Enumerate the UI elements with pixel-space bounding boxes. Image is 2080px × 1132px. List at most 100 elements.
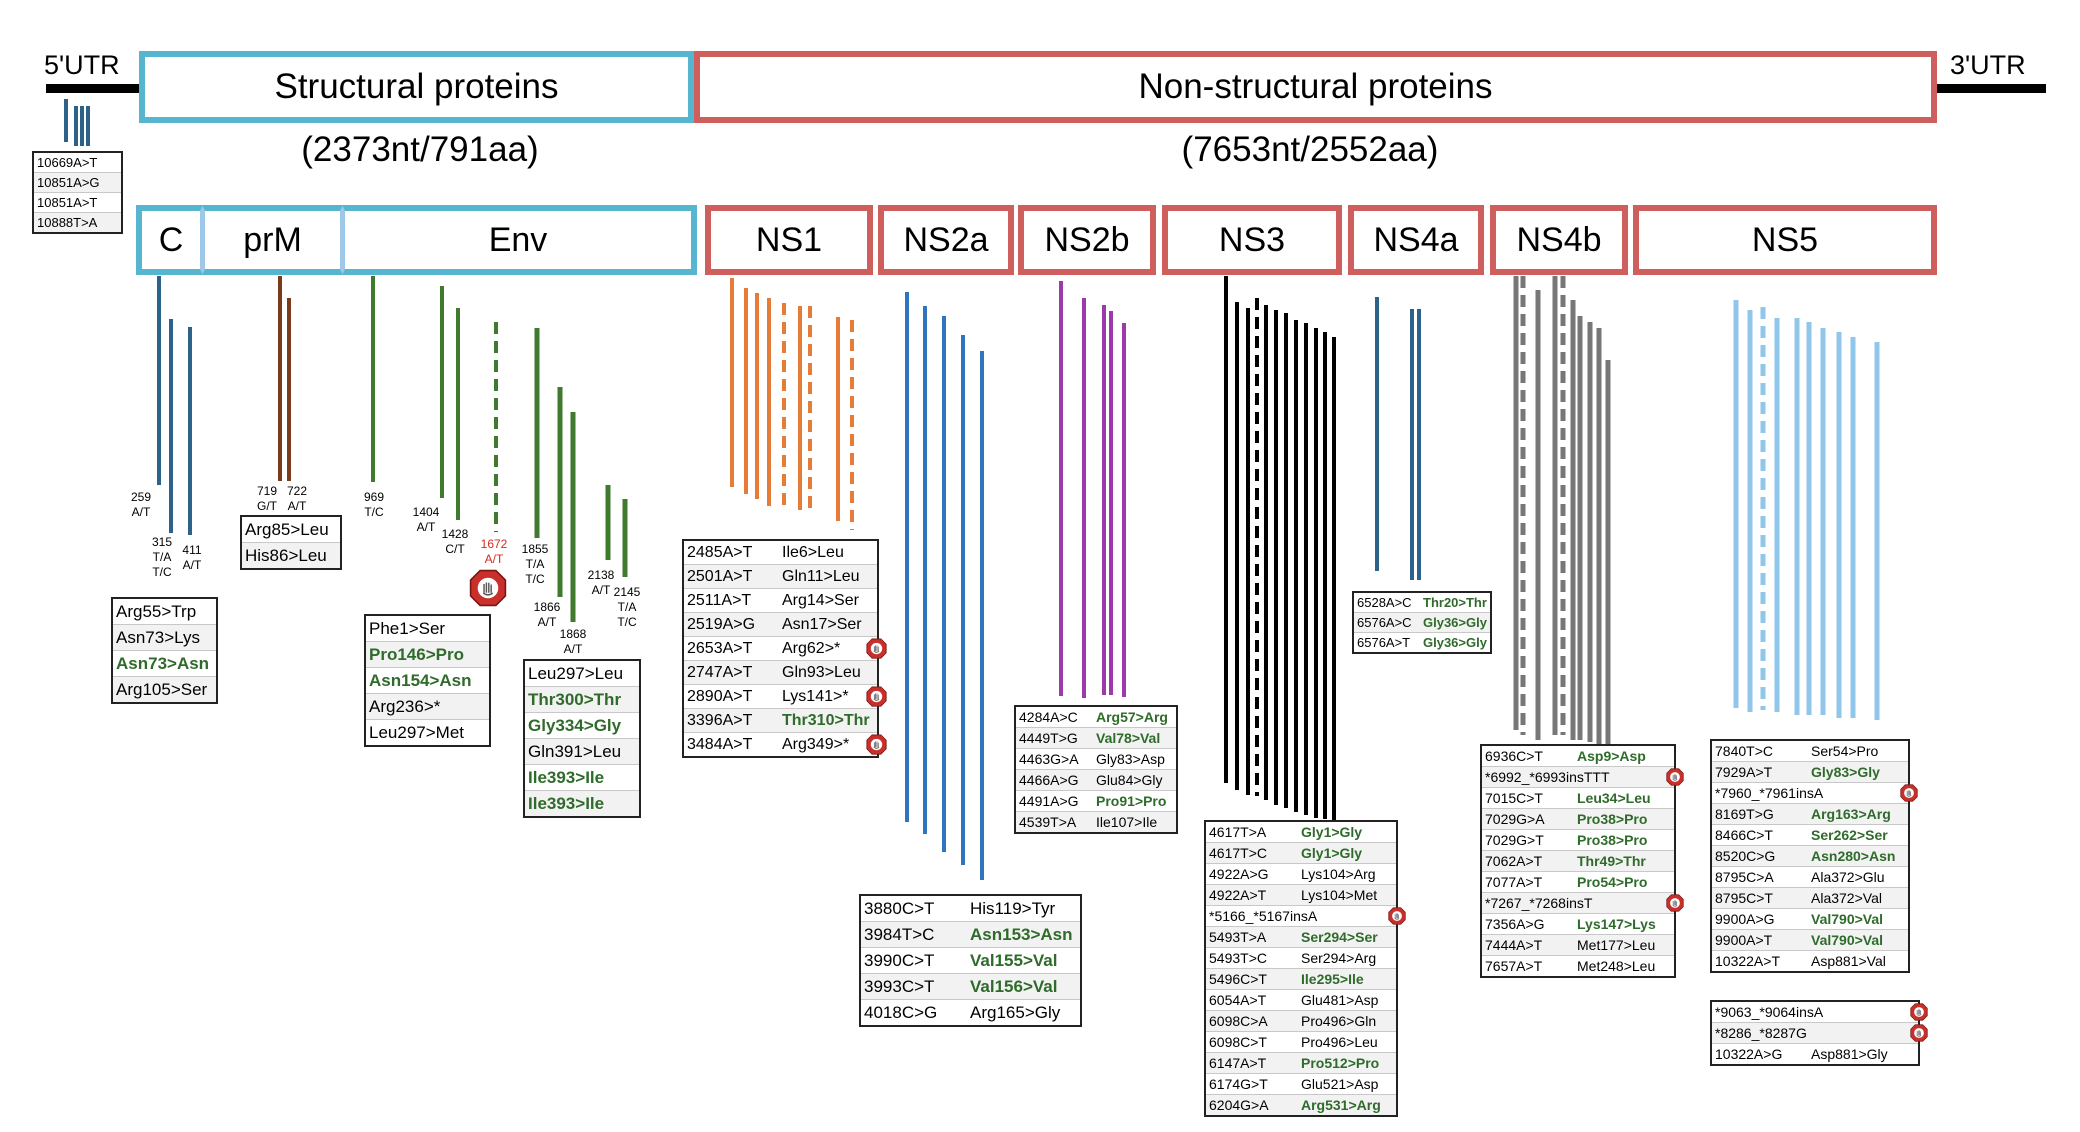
amino-acid-change: His119>Tyr bbox=[970, 899, 1056, 918]
amino-acid-change: Gly83>Asp bbox=[1096, 751, 1165, 767]
nucleotide-change: 4466A>G bbox=[1019, 772, 1079, 788]
pos-label: 719 G/T bbox=[256, 484, 278, 513]
mutation-table-ns5-1: 7840T>C Ser54>Pro 7929A>T Gly83>Gly *7960_*7… bbox=[1710, 739, 1918, 973]
amino-acid-change: Glu521>Asp bbox=[1301, 1076, 1379, 1092]
nucleotide-change: 6054A>T bbox=[1209, 992, 1267, 1008]
mutation-row: 3984T>C Asn153>Asn bbox=[861, 922, 1080, 948]
pos-label: 411 A/T bbox=[182, 543, 202, 572]
nucleotide-change: 2501A>T bbox=[687, 568, 753, 585]
amino-acid-change: Glu481>Asp bbox=[1301, 992, 1379, 1008]
utr3-label: 3'UTR bbox=[1950, 50, 2026, 80]
mutation-row: 8169T>G Arg163>Arg bbox=[1712, 804, 1908, 825]
mutation-row: 5496C>T Ile295>Ile bbox=[1206, 969, 1396, 990]
amino-acid-change: Thr20>Thr bbox=[1423, 595, 1487, 610]
nucleotide-change: 6098C>A bbox=[1209, 1013, 1268, 1029]
pos-label: 315 T/A T/C bbox=[151, 535, 173, 579]
amino-acid-change: Arg14>Ser bbox=[782, 592, 859, 609]
nucleotide-change: 7444A>T bbox=[1485, 937, 1543, 953]
nucleotide-change: 7015C>T bbox=[1485, 790, 1543, 806]
nucleotide-change: *7267_*7268insT bbox=[1485, 895, 1593, 911]
amino-acid-change: Lys147>Lys bbox=[1577, 916, 1656, 932]
mutation-table-ns2a: 3880C>T His119>Tyr 3984T>C Asn153>Asn 3990C>… bbox=[859, 894, 1082, 1027]
mutation-table-env-2: Leu297>Leu Thr300>Thr Gly334>Gly Gln391>Leu… bbox=[523, 659, 641, 818]
mutation-row: Arg55>Trp bbox=[113, 599, 216, 625]
mutation-row: Phe1>Ser bbox=[366, 616, 489, 642]
mutation-row: 7062A>T Thr49>Thr bbox=[1482, 851, 1674, 872]
mutation-row: 3880C>T His119>Tyr bbox=[861, 896, 1080, 922]
amino-acid-change: Lys104>Arg bbox=[1301, 866, 1376, 882]
gene-box-ns1: NS1 bbox=[705, 205, 873, 275]
nucleotide-change: 6576A>T bbox=[1357, 635, 1411, 650]
amino-acid-change: Asp881>Gly bbox=[1811, 1046, 1888, 1062]
nucleotide-change: 6147A>T bbox=[1209, 1055, 1267, 1071]
mutation-row: 5493T>A Ser294>Ser bbox=[1206, 927, 1396, 948]
nucleotide-change: 3396A>T bbox=[687, 712, 753, 729]
nucleotide-change: 4617T>A bbox=[1209, 824, 1267, 840]
nucleotide-change: 6576A>C bbox=[1357, 615, 1412, 630]
nucleotide-change: 4617T>C bbox=[1209, 845, 1267, 861]
amino-acid-change: Ala372>Glu bbox=[1811, 869, 1885, 885]
amino-acid-change: Ala372>Val bbox=[1811, 890, 1882, 906]
mutation-label: Gly334>Gly bbox=[528, 716, 622, 735]
nucleotide-change: 2511A>T bbox=[687, 592, 752, 609]
amino-acid-change: Val790>Val bbox=[1811, 932, 1884, 948]
mutation-table-env-1: Phe1>Ser Pro146>Pro Asn154>Asn Arg236>* Leu2… bbox=[364, 614, 491, 747]
mutation-row: 9900A>T Val790>Val bbox=[1712, 930, 1908, 951]
mutation-row: 7657A>T Met248>Leu bbox=[1482, 956, 1674, 976]
mutation-row: Ile393>Ile bbox=[525, 765, 639, 791]
nucleotide-change: 9900A>T bbox=[1715, 932, 1773, 948]
mutation-row: 3990C>T Val155>Val bbox=[861, 948, 1080, 974]
nucleotide-change: 7657A>T bbox=[1485, 958, 1543, 974]
pos-label: 722 A/T bbox=[286, 484, 308, 513]
nucleotide-change: *9063_*9064insA bbox=[1715, 1004, 1824, 1020]
gene-box-c: C bbox=[136, 205, 203, 275]
mutation-row: Arg236>* bbox=[366, 694, 489, 720]
mutation-row: 8795C>A Ala372>Glu bbox=[1712, 867, 1908, 888]
mutation-row: 7029G>A Pro38>Pro bbox=[1482, 809, 1674, 830]
amino-acid-change: Gly1>Gly bbox=[1301, 824, 1363, 840]
mutation-row: 10669A>T bbox=[34, 153, 121, 173]
nucleotide-change: 8520C>G bbox=[1715, 848, 1776, 864]
amino-acid-change: Asn153>Asn bbox=[970, 925, 1073, 944]
nucleotide-change: 2747A>T bbox=[687, 664, 753, 681]
mutation-row: 2511A>T Arg14>Ser bbox=[684, 589, 877, 613]
amino-acid-change: Gln11>Leu bbox=[782, 568, 860, 585]
amino-acid-change: Val155>Val bbox=[970, 951, 1058, 970]
nucleotide-change: 7356A>G bbox=[1485, 916, 1545, 932]
mutation-row: 3484A>T Arg349>* bbox=[684, 733, 887, 756]
mutation-label: Gln391>Leu bbox=[528, 742, 622, 761]
pos-label: 2138 A/T bbox=[587, 568, 615, 597]
mutation-row: 4463G>A Gly83>Asp bbox=[1016, 749, 1176, 770]
nucleotide-change: 7062A>T bbox=[1485, 853, 1543, 869]
nucleotide-change: 6174G>T bbox=[1209, 1076, 1268, 1092]
mutation-row: 2747A>T Gln93>Leu bbox=[684, 661, 877, 685]
mutation-label: Ile393>Ile bbox=[528, 768, 605, 787]
mutation-row: 4922A>G Lys104>Arg bbox=[1206, 864, 1396, 885]
pos-label: 1672 A/T bbox=[480, 537, 508, 566]
pos-label: 1855 T/A T/C bbox=[521, 542, 549, 586]
structural-proteins-label: Structural proteins bbox=[274, 67, 559, 106]
utr5-label: 5'UTR bbox=[44, 50, 120, 80]
nucleotide-change: 8466C>T bbox=[1715, 827, 1773, 843]
gene-label-ns4a: NS4a bbox=[1373, 220, 1459, 259]
amino-acid-change: Pro496>Gln bbox=[1301, 1013, 1377, 1029]
structural-size-label: (2373nt/791aa) bbox=[301, 130, 539, 169]
amino-acid-change: Gln93>Leu bbox=[782, 664, 861, 681]
amino-acid-change: Met177>Leu bbox=[1577, 937, 1656, 953]
mutation-table-c: Arg55>Trp Asn73>Lys Asn73>Asn Arg105>Ser bbox=[111, 597, 218, 704]
nucleotide-change: 2519A>G bbox=[687, 616, 756, 633]
pos-label: 1868 A/T bbox=[559, 627, 587, 656]
nucleotide-change: *6992_*6993insTTT bbox=[1485, 769, 1610, 785]
mutation-row: Ile393>Ile bbox=[525, 791, 639, 816]
mutation-row: *8286_*8287G bbox=[1712, 1023, 1928, 1044]
mutation-row: 7356A>G Lys147>Lys bbox=[1482, 914, 1674, 935]
amino-acid-change: Pro38>Pro bbox=[1577, 832, 1648, 848]
mutation-row: 3993C>T Val156>Val bbox=[861, 974, 1080, 1000]
mutation-row: *7267_*7268insT bbox=[1482, 893, 1684, 914]
nucleotide-change: 10322A>T bbox=[1715, 953, 1780, 969]
amino-acid-change: Ser294>Arg bbox=[1301, 950, 1377, 966]
mutation-row: 10322A>T Asp881>Val bbox=[1712, 951, 1908, 971]
amino-acid-change: Ile295>Ile bbox=[1301, 971, 1364, 987]
nucleotide-change: 8795C>A bbox=[1715, 869, 1774, 885]
gene-label-ns2b: NS2b bbox=[1044, 220, 1130, 259]
